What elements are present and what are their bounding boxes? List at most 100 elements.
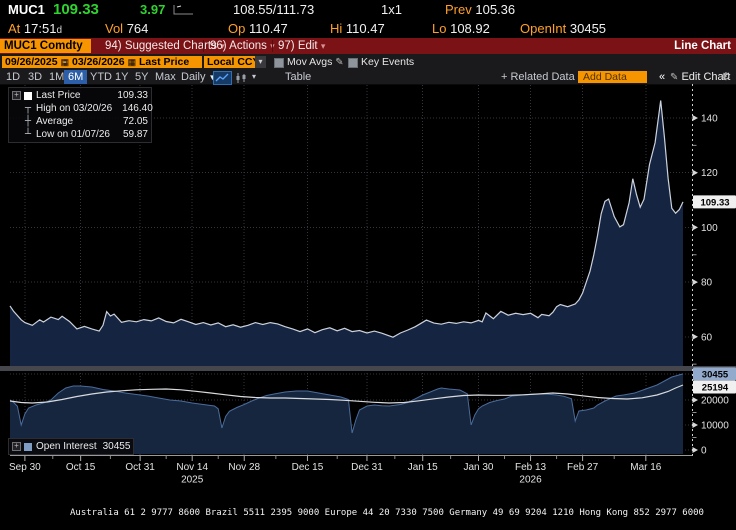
svg-text:0: 0 bbox=[701, 446, 707, 457]
price-and-open-interest-chart[interactable]: 60 80 100 120 140 0 10000 20000 109.33 30455 25194… bbox=[0, 84, 736, 486]
dropdown-arrow-icon: ▾ bbox=[320, 41, 326, 51]
svg-text:2025: 2025 bbox=[181, 475, 204, 486]
volume: Vol 764 bbox=[105, 21, 149, 36]
range-tab-bar: 1D 3D 1M 6M YTD 1Y 5Y Max Daily ▼ ▾ Tabl… bbox=[0, 70, 736, 85]
security-field[interactable]: MUC1 Comdty bbox=[0, 39, 91, 53]
edit-chart-button[interactable]: ✎ Edit Chart bbox=[670, 71, 731, 83]
axis-tick-arrow bbox=[692, 397, 698, 403]
menu-edit[interactable]: 97) Edit ▾ bbox=[278, 40, 326, 52]
svg-text:120: 120 bbox=[701, 168, 718, 179]
legend-row-last-price[interactable]: + Last Price 109.33 bbox=[12, 89, 148, 102]
mov-avgs-label[interactable]: Mov Avgs ✎ bbox=[287, 56, 344, 68]
tab-range-5y[interactable]: 5Y bbox=[135, 71, 149, 83]
axis-tick-arrow bbox=[692, 224, 698, 231]
ticker-symbol: MUC1 bbox=[8, 2, 45, 17]
low-marker-icon: ┴ bbox=[24, 129, 32, 140]
svg-text:25194: 25194 bbox=[702, 383, 729, 394]
oi-ma-axis-label bbox=[693, 380, 736, 394]
related-data-button[interactable]: + Related Data ▾ bbox=[501, 70, 582, 85]
svg-text:Feb 13: Feb 13 bbox=[515, 462, 547, 473]
last-price: 109.33 bbox=[53, 1, 99, 18]
date-from-field[interactable]: 09/26/2025 ▦ bbox=[2, 56, 73, 68]
panel-divider[interactable] bbox=[0, 366, 736, 371]
footer-contact-line1: Australia 61 2 9777 8600 Brazil 5511 239… bbox=[70, 508, 704, 518]
period-dropdown[interactable]: Daily ▼ bbox=[181, 70, 216, 85]
open-interest-swatch bbox=[24, 442, 32, 451]
svg-text:Feb 27: Feb 27 bbox=[567, 462, 599, 473]
bid-ask: 108.55/111.73 bbox=[233, 2, 315, 17]
svg-text:140: 140 bbox=[701, 114, 718, 125]
svg-text:Nov 14: Nov 14 bbox=[176, 462, 208, 473]
tab-range-1m[interactable]: 1M bbox=[49, 71, 65, 83]
currency-selector[interactable]: Local CCY bbox=[204, 56, 260, 68]
axis-tick-arrow bbox=[692, 333, 698, 340]
legend-row-open-interest[interactable]: + Open Interest 30455 bbox=[12, 440, 130, 453]
axis-tick-arrow bbox=[692, 279, 698, 286]
tab-range-ytd[interactable]: YTD bbox=[90, 71, 112, 83]
legend-row-average: ┼ Average 72.05 bbox=[12, 115, 148, 128]
tab-range-1d[interactable]: 1D bbox=[6, 71, 21, 83]
tab-range-6m-active[interactable]: 6M bbox=[64, 70, 88, 84]
key-events-label[interactable]: Key Events bbox=[361, 56, 415, 68]
svg-text:109.33: 109.33 bbox=[700, 197, 729, 208]
axis-tick-arrow bbox=[692, 115, 698, 121]
add-data-field[interactable]: Add Data bbox=[578, 71, 647, 83]
svg-text:2026: 2026 bbox=[519, 475, 542, 486]
chart-type-dropdown-arrow[interactable]: ▾ bbox=[252, 72, 257, 81]
at-time: At 17:51d bbox=[8, 21, 63, 36]
svg-text:Sep 30: Sep 30 bbox=[9, 462, 41, 473]
low-price: Lo 108.92 bbox=[432, 21, 490, 36]
field-selector[interactable]: Last Price bbox=[136, 56, 202, 68]
candle-chart-type-icon[interactable] bbox=[234, 71, 248, 83]
key-events-checkbox[interactable] bbox=[348, 58, 358, 68]
price-change: 3.97 bbox=[140, 2, 166, 17]
last-price-axis-label bbox=[693, 195, 736, 209]
svg-text:Jan 15: Jan 15 bbox=[408, 462, 438, 473]
svg-text:Oct 15: Oct 15 bbox=[66, 462, 96, 473]
settings-gear-icon[interactable]: ⚙ bbox=[721, 71, 731, 83]
line-chart-type-icon[interactable] bbox=[213, 71, 232, 85]
last-price-swatch bbox=[24, 91, 32, 100]
axis-tick-arrow bbox=[692, 422, 698, 428]
collapse-button[interactable]: « bbox=[659, 71, 666, 83]
pencil-icon[interactable]: ✎ bbox=[335, 57, 344, 68]
price-legend: + Last Price 109.33 ┬ High on 03/20/26 14… bbox=[8, 87, 153, 143]
svg-text:Dec 15: Dec 15 bbox=[292, 462, 324, 473]
tab-range-max[interactable]: Max bbox=[155, 71, 176, 83]
menu-actions[interactable]: 96) Actions ▾ bbox=[210, 39, 275, 53]
intraday-sparkline-icon[interactable] bbox=[170, 3, 196, 22]
chart-area: 60 80 100 120 140 0 10000 20000 109.33 30455 25194… bbox=[0, 84, 736, 486]
menu-separator bbox=[272, 40, 273, 52]
open-interest-moving-average-line bbox=[9, 384, 684, 404]
high-price: Hi 110.47 bbox=[330, 21, 385, 36]
expand-icon[interactable]: + bbox=[12, 442, 21, 451]
menu-suggested-charts[interactable]: 94) Suggested Charts ▾ bbox=[105, 40, 225, 52]
svg-text:80: 80 bbox=[701, 278, 713, 289]
tab-range-1y[interactable]: 1Y bbox=[115, 71, 129, 83]
lot-size: 1x1 bbox=[381, 2, 402, 17]
calendar-icon[interactable]: ▦ bbox=[60, 57, 70, 67]
legend-row-low: ┴ Low on 01/07/26 59.87 bbox=[12, 128, 148, 141]
calendar-icon[interactable]: ▦ bbox=[127, 57, 137, 67]
prev-close: Prev 105.36 bbox=[445, 2, 516, 17]
open-interest-legend: + Open Interest 30455 bbox=[8, 438, 135, 455]
expand-icon[interactable]: + bbox=[12, 91, 21, 100]
price-area bbox=[10, 100, 683, 366]
mov-avgs-checkbox[interactable] bbox=[274, 58, 284, 68]
svg-text:Mar 16: Mar 16 bbox=[630, 462, 662, 473]
dropdown-arrow-icon: ▼ bbox=[209, 73, 217, 82]
svg-text:100: 100 bbox=[701, 223, 718, 234]
menu-separator bbox=[203, 40, 204, 52]
table-button[interactable]: Table bbox=[285, 71, 312, 83]
axis-tick-arrow bbox=[692, 447, 698, 453]
open-interest-header: OpenInt 30455 bbox=[520, 21, 607, 36]
terminal-footer: Australia 61 2 9777 8600 Brazil 5511 239… bbox=[0, 487, 736, 530]
svg-text:Jan 30: Jan 30 bbox=[463, 462, 493, 473]
oi-last-axis-label bbox=[693, 367, 736, 381]
tab-range-3d[interactable]: 3D bbox=[28, 71, 43, 83]
chart-type-label: Line Chart bbox=[674, 40, 731, 52]
date-to-field[interactable]: 03/26/2026 ▦ bbox=[69, 56, 140, 68]
open-interest-area bbox=[10, 373, 683, 454]
currency-dropdown-button[interactable]: ▾ bbox=[255, 56, 266, 68]
